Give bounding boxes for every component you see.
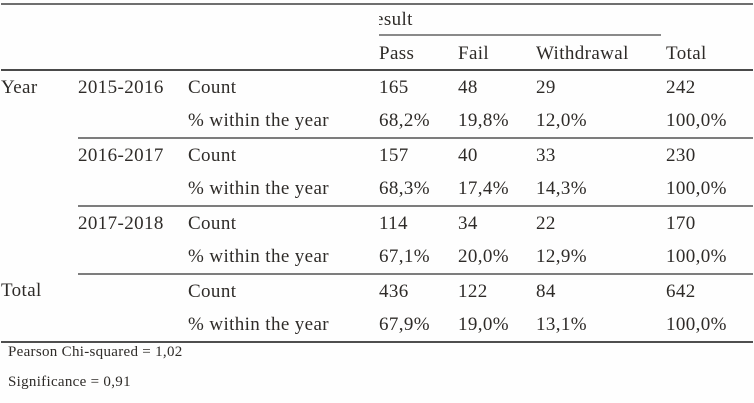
cell-pass: 436	[379, 273, 458, 308]
cell-fail: 122	[458, 273, 536, 308]
cell-year: 2017-2018	[78, 205, 188, 240]
result-group-label: Result	[379, 9, 662, 36]
cell-total: 100,0%	[666, 109, 727, 131]
cell-dimension	[1, 104, 78, 138]
cell-fail: 34	[458, 205, 536, 240]
cell-total: 170	[666, 205, 754, 240]
cell-total: 642	[666, 273, 754, 308]
cell-fail: 20,0%	[458, 245, 509, 267]
cell-dimension	[1, 172, 78, 206]
column-header-total: Total	[666, 36, 754, 71]
cell-dimension: Total	[1, 280, 42, 301]
cell-dimension	[1, 308, 78, 343]
cell-pass: 67,1%	[379, 245, 430, 267]
cell-pass: 67,9%	[379, 308, 458, 343]
table-row: % within the year 68,2% 19,8% 12,0% 100,…	[1, 104, 753, 138]
spacer-cell	[1, 4, 379, 36]
crosstab-table: Result Pass Fail Withdrawal Total Year 2…	[1, 3, 754, 343]
cell-year	[78, 308, 188, 343]
table-row: 2016-2017 Count 157 40 33 230	[1, 137, 754, 172]
cell-measure: % within the year	[188, 308, 379, 343]
cell-year	[78, 104, 188, 138]
column-header-withdrawal: Withdrawal	[536, 36, 667, 71]
cell-total: 100,0%	[666, 308, 754, 343]
cell-withdrawal: 12,9%	[536, 245, 587, 267]
cell-pass: 68,2%	[379, 109, 430, 131]
cell-measure: % within the year	[188, 245, 329, 267]
significance-footnote: Significance = 0,91	[8, 374, 131, 390]
cell-year	[78, 273, 188, 308]
cell-withdrawal: 22	[536, 205, 667, 240]
cell-total: 100,0%	[666, 245, 727, 267]
cell-year: 2016-2017	[78, 137, 188, 172]
result-group-header: Result	[379, 4, 666, 36]
cell-pass: 165	[379, 76, 409, 98]
cell-measure: Count	[188, 137, 379, 172]
cell-total: 100,0%	[666, 177, 727, 199]
cell-dimension	[1, 206, 78, 240]
cell-measure: % within the year	[188, 109, 329, 131]
spacer-cell	[1, 36, 379, 71]
cell-pass: 157	[379, 137, 458, 172]
table-row: Year 2015-2016 Count 165 48 29 242	[1, 70, 753, 104]
cell-measure: Count	[188, 76, 237, 98]
table-row: % within the year 67,1% 20,0% 12,9% 100,…	[1, 240, 753, 274]
cell-pass: 114	[379, 205, 458, 240]
cell-withdrawal: 84	[536, 273, 667, 308]
cell-withdrawal: 12,0%	[536, 109, 587, 131]
cell-fail: 48	[458, 76, 478, 98]
cell-pass: 68,3%	[379, 177, 430, 199]
table-row: Total Count 436 122 84 642	[1, 273, 754, 308]
cell-total: 230	[666, 137, 754, 172]
column-header-pass: Pass	[379, 36, 458, 71]
column-header-fail: Fail	[458, 36, 536, 71]
cell-year	[78, 172, 188, 206]
cell-fail: 17,4%	[458, 177, 509, 199]
cell-measure: % within the year	[188, 177, 329, 199]
cell-dimension: Year	[1, 76, 38, 98]
cell-measure: Count	[188, 273, 379, 308]
cell-fail: 19,8%	[458, 109, 509, 131]
table-row: 2017-2018 Count 114 34 22 170	[1, 205, 754, 240]
cell-fail: 19,0%	[458, 308, 536, 343]
table-row: % within the year 67,9% 19,0% 13,1% 100,…	[1, 308, 754, 343]
cell-year: 2015-2016	[78, 76, 164, 98]
spacer-cell	[666, 4, 753, 36]
cell-withdrawal: 13,1%	[536, 308, 667, 343]
cell-withdrawal: 33	[536, 137, 667, 172]
cell-total: 242	[666, 76, 696, 98]
table-row: % within the year 68,3% 17,4% 14,3% 100,…	[1, 172, 753, 206]
result-spanner-row: Result	[1, 4, 753, 36]
cell-withdrawal: 29	[536, 76, 556, 98]
cell-fail: 40	[458, 137, 536, 172]
chi-squared-footnote: Pearson Chi-squared = 1,02	[8, 344, 183, 360]
cell-dimension	[1, 240, 78, 274]
cell-dimension	[1, 138, 78, 172]
cell-year	[78, 240, 188, 274]
cell-measure: Count	[188, 205, 379, 240]
column-header-row: Pass Fail Withdrawal Total	[1, 36, 754, 71]
cell-withdrawal: 14,3%	[536, 177, 587, 199]
